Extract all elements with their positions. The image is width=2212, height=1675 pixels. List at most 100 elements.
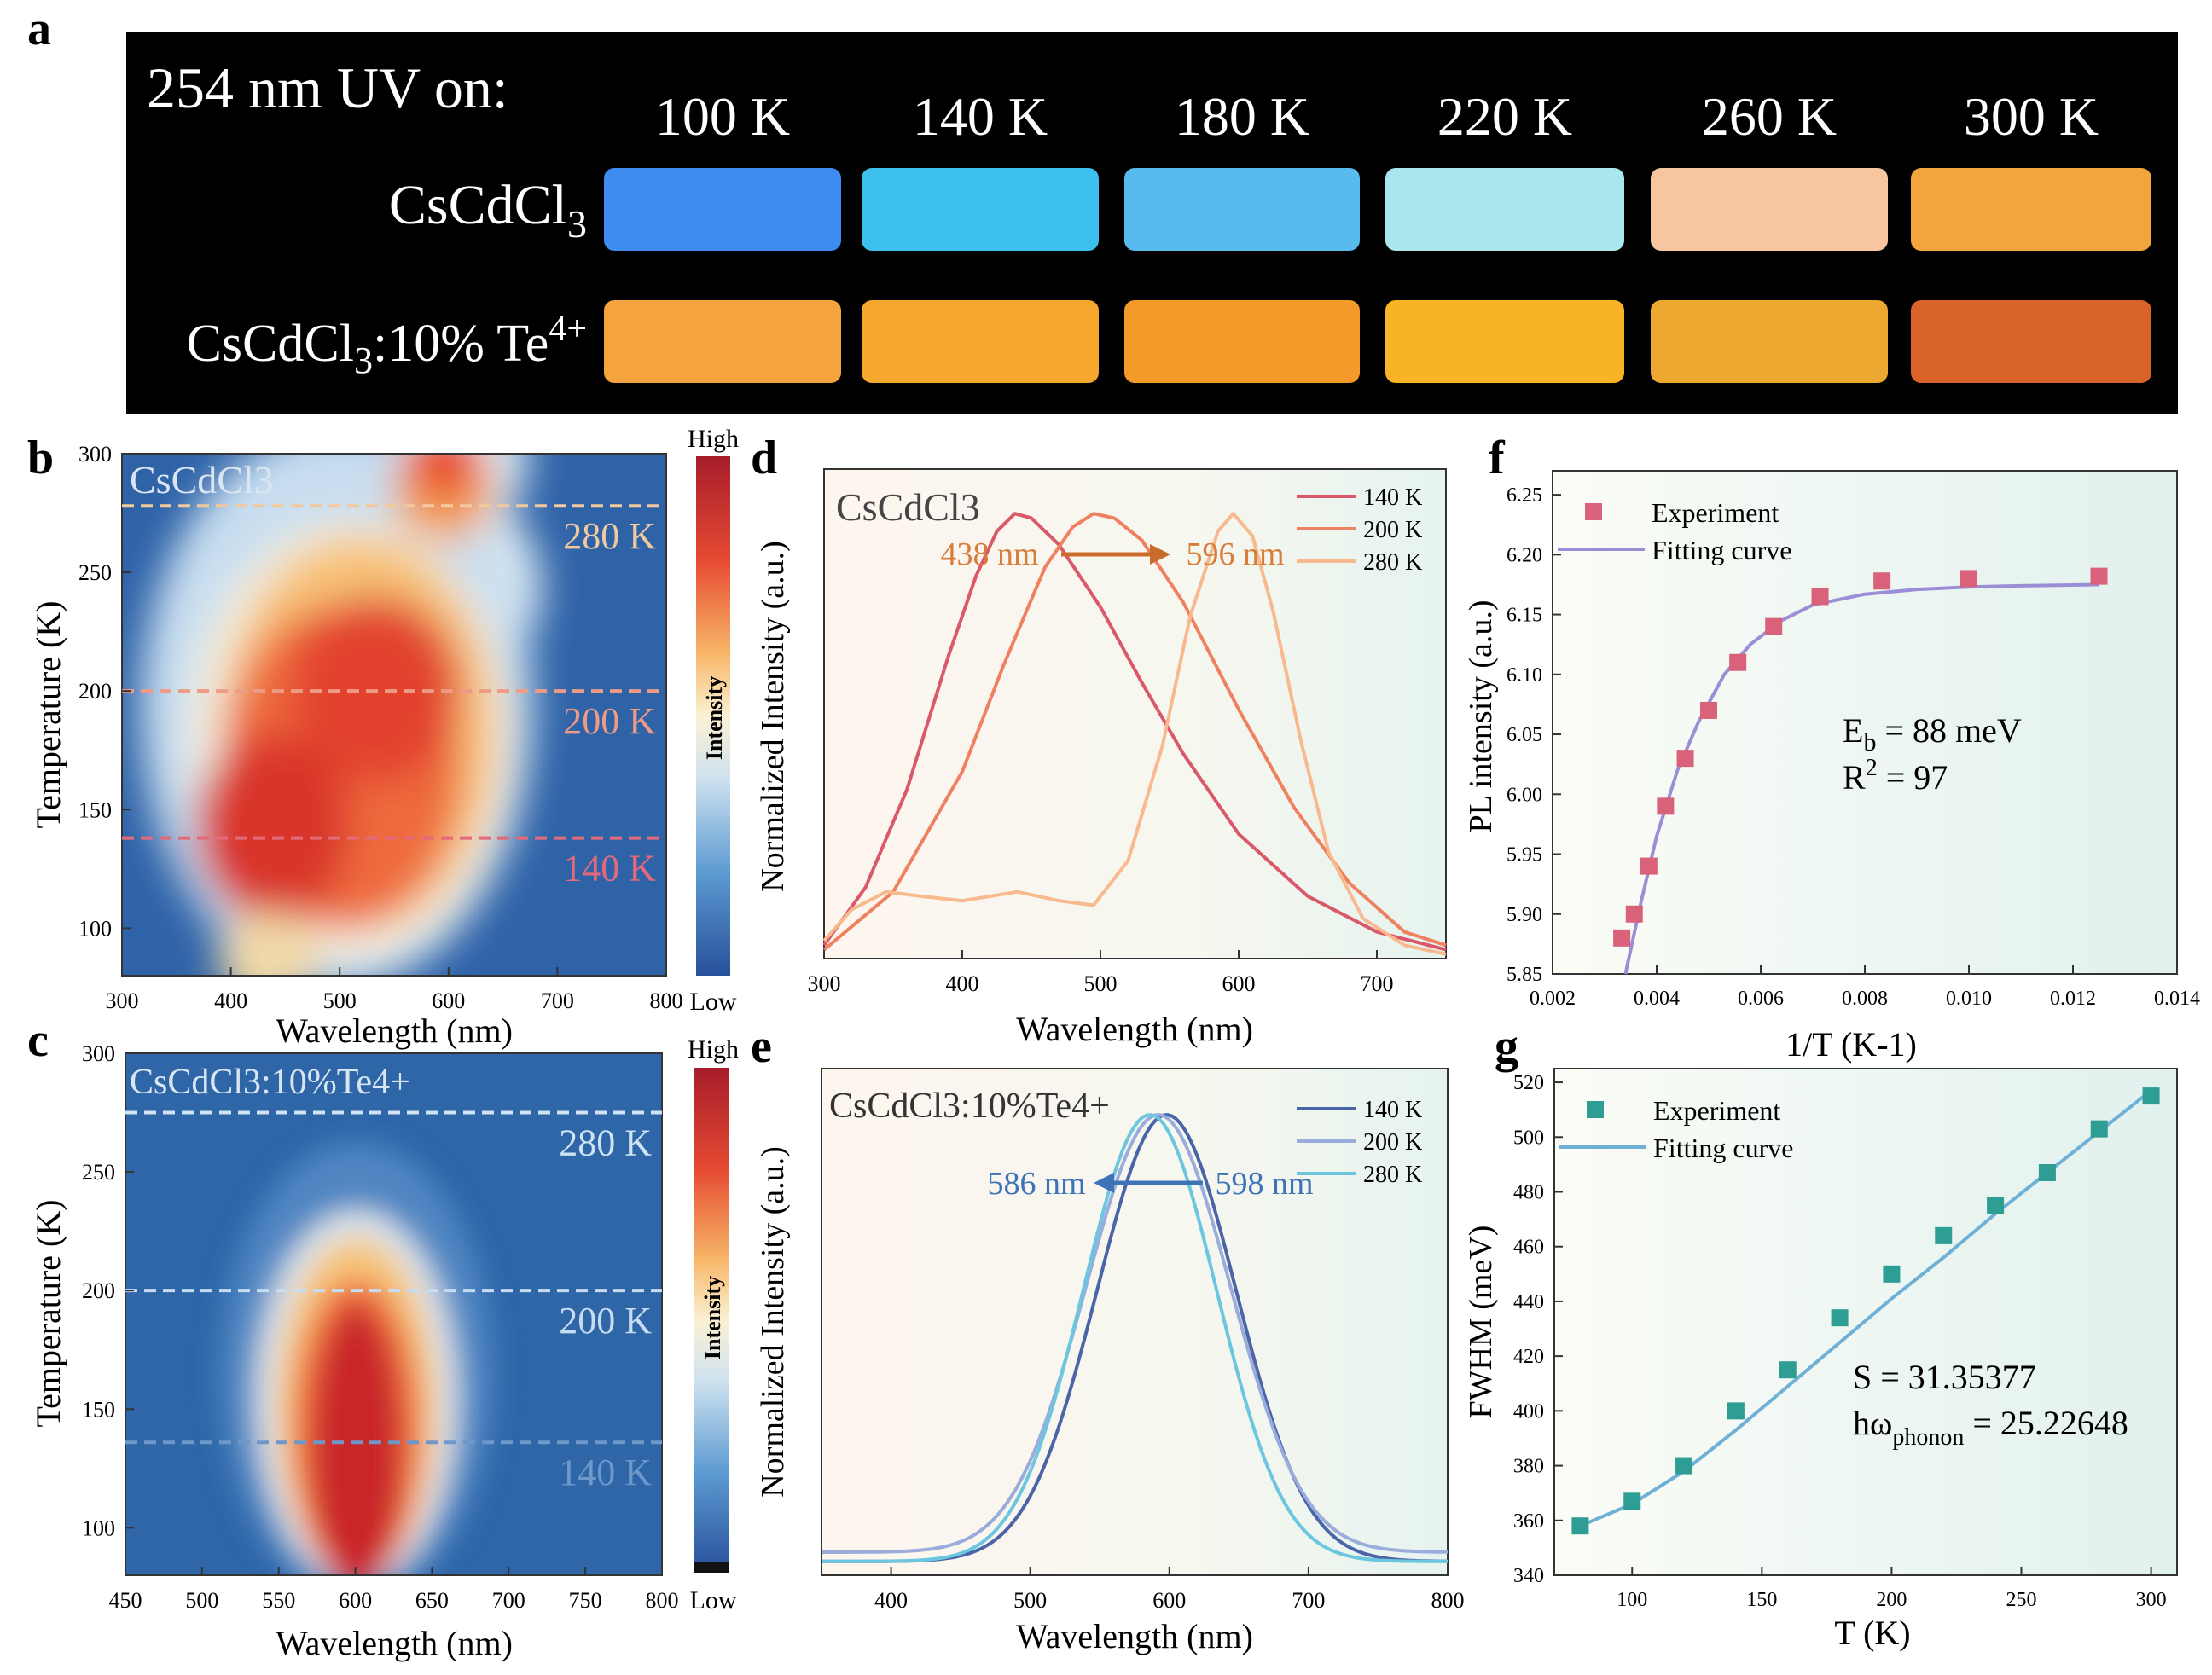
y-tick-label: 6.15 [1507,605,1542,627]
data-point [1640,857,1658,875]
x-tick-label: 300 [2136,1589,2167,1611]
y-tick-label: 6.20 [1507,544,1542,566]
heatmap-c-ticks: 450 500 550 600 650 700 750 800 100 150 200 250 300 [82,1041,679,1613]
data-point [1625,905,1643,923]
arrow-left-icon [1094,1173,1203,1193]
plot-g-ylabel: FWHM (meV) [1463,1226,1499,1419]
heatmap-c-blobs [125,1053,662,1575]
swatch-row2 [1385,300,1624,383]
temperature-label: 220 K [1437,86,1572,147]
temperature-line-label: 140 K [559,1452,652,1493]
y-tick-label: 250 [78,560,112,585]
panel-letter-a: a [27,3,51,55]
panel-g: g Experiment Fitting curve S = 31.35377 h… [1463,1020,2178,1652]
x-tick-label: 800 [650,988,683,1013]
temperature-label: 100 K [655,86,790,147]
plot-d-annotation-to: 596 nm [1186,536,1284,572]
x-tick-label: 700 [1361,971,1394,996]
colorbar-c-high: High [688,1035,739,1064]
plot-e-series [822,1113,1449,1563]
y-tick-label: 340 [1513,1565,1544,1587]
panel-letter-b: b [27,432,54,484]
plot-g-xlabel: T (K) [1834,1614,1910,1652]
plot-e-legend: 140 K 200 K 280 K [1297,1097,1422,1188]
legend-label: 140 K [1363,1097,1422,1123]
plot-f-series [1613,567,2108,975]
data-point [1657,797,1675,815]
y-tick-label: 400 [1513,1400,1544,1423]
data-point [1675,1457,1693,1475]
legend-label: 200 K [1363,1129,1422,1156]
plot-f-annotation-eb: Eb = 88 meV [1843,711,2022,756]
plot-g-ticks: 100 150 200 250 300 340 360 380 400 420 440 460 480 5… [1513,1072,2167,1611]
temperature-line-label: 280 K [559,1122,652,1164]
plot-d-ticks: 300 400 500 600 700 [808,950,1394,996]
y-tick-label: 100 [82,1516,115,1540]
data-point [1571,1517,1589,1535]
heatmap-b-title: CsCdCl3 [130,458,274,501]
data-point [2090,1120,2108,1138]
series-line [822,512,1447,952]
heatmap-b-ylabel: Temperature (K) [29,600,67,828]
legend-label: 140 K [1363,484,1422,511]
temperature-label: 300 K [1964,86,2099,147]
x-tick-label: 0.014 [2154,988,2200,1010]
swatch-row2 [1651,300,1888,383]
heatmap-b-ticks: 300 400 500 600 700 800 100 150 200 250 300 [78,442,683,1013]
y-tick-label: 6.05 [1507,724,1542,746]
x-tick-label: 500 [323,988,357,1013]
plot-d-series [822,512,1447,956]
plot-e-annotation-from: 598 nm [1215,1166,1313,1202]
data-point [1873,572,1891,590]
data-point [1960,570,1977,588]
x-tick-label: 750 [569,1588,602,1613]
y-tick-label: 300 [78,442,112,467]
plot-g-series [1571,1087,2160,1535]
swatch-row2 [604,300,841,383]
data-point [1811,588,1829,606]
plot-f-ylabel: PL intensity (a.u.) [1463,600,1499,833]
temperature-label: 180 K [1175,86,1309,147]
sample-swatches [604,168,2151,383]
x-tick-label: 700 [492,1588,525,1613]
panel-b: b 280 K 200 K 140 K CsCdCl3 300 400 500 600 70… [27,425,739,1050]
y-tick-label: 500 [1513,1127,1544,1149]
temperature-label: 260 K [1702,86,1837,147]
x-tick-label: 400 [874,1588,908,1613]
legend-label: Fitting curve [1652,535,1791,565]
row1-label: CsCdCl3 [389,174,587,246]
heatmap-c-frame [125,1052,663,1576]
y-tick-label: 100 [78,916,112,941]
y-tick-label: 6.00 [1507,784,1542,806]
temperature-line-label: 200 K [563,700,656,742]
x-tick-label: 600 [1152,1588,1186,1613]
legend-label: 280 K [1363,549,1422,576]
data-point [1700,701,1717,719]
heatmap-c-ylabel: Temperature (K) [29,1199,67,1427]
plot-e-ylabel: Normalized Intensity (a.u.) [755,1146,791,1498]
heatmap-c-temperature-lines: 280 K 200 K 140 K [125,1110,662,1493]
swatch-row1 [1651,168,1888,251]
heatmap-c-xlabel: Wavelength (nm) [276,1624,513,1662]
heatmap-c-title: CsCdCl3:10%Te4+ [130,1063,410,1102]
panel-e: e CsCdCl3:10%Te4+ 586 nm 598 nm 140 K 200… [751,1020,1465,1655]
panel-a: a 254 nm UV on: 100 K 140 K 180 K 220 K 260 … [27,3,2178,414]
heatmap-b-temperature-lines: 280 K 200 K 140 K [122,504,666,890]
plot-f-frame [1552,470,2178,975]
x-tick-label: 500 [1084,971,1118,996]
plot-g-annotation-hw: hωphonon = 25.22648 [1853,1404,2128,1451]
x-tick-label: 600 [432,988,465,1013]
plot-d-title: CsCdCl3 [836,485,980,529]
x-tick-label: 250 [2006,1589,2037,1611]
temperature-line-label: 280 K [563,515,656,557]
y-tick-label: 200 [82,1278,115,1303]
x-tick-label: 400 [214,988,247,1013]
swatch-row1 [1385,168,1624,251]
legend-marker [1587,1101,1604,1118]
plot-d-legend: 140 K 200 K 280 K [1297,484,1422,576]
y-tick-label: 5.95 [1507,844,1542,866]
legend-marker [1585,503,1602,520]
x-tick-label: 700 [541,988,574,1013]
x-tick-label: 700 [1292,1588,1325,1613]
